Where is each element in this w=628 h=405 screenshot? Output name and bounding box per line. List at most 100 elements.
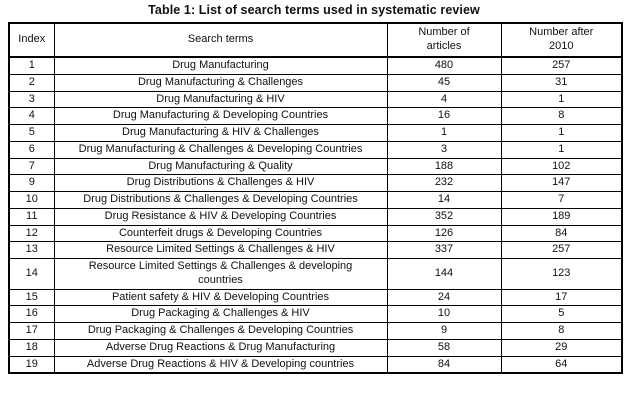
cell-term: Drug Packaging & Challenges & HIV [53,305,388,323]
cell-after-2010: 102 [500,157,623,176]
cell-articles: 3 [386,140,502,159]
cell-term: Drug Distributions & Challenges & Develo… [53,191,388,209]
table-row: 18 Adverse Drug Reactions & Drug Manufac… [8,338,623,357]
cell-index: 9 [8,174,55,192]
cell-after-2010: 147 [500,174,623,192]
cell-term: Drug Manufacturing [53,56,388,75]
table-row: 15 Patient safety & HIV & Developing Cou… [8,288,623,307]
cell-after-2010: 5 [500,305,623,323]
cell-after-2010: 8 [500,322,623,340]
cell-index: 11 [8,207,55,226]
header-search-terms: Search terms [53,22,388,58]
cell-articles: 144 [386,258,502,290]
cell-after-2010: 1 [500,90,623,109]
cell-index: 15 [8,288,55,307]
table-row: 11 Drug Resistance & HIV & Developing Co… [8,207,623,226]
cell-articles: 126 [386,224,502,243]
table-row: 1 Drug Manufacturing 480 257 [8,56,623,75]
table-row: 6 Drug Manufacturing & Challenges & Deve… [8,140,623,159]
cell-articles: 9 [386,322,502,340]
cell-term: Resource Limited Settings & Challenges &… [53,258,388,290]
cell-term: Resource Limited Settings & Challenges &… [53,241,388,259]
cell-index: 17 [8,322,55,340]
cell-articles: 10 [386,305,502,323]
cell-index: 1 [8,56,55,75]
table-row: 12 Counterfeit drugs & Developing Countr… [8,224,623,243]
cell-term: Drug Manufacturing & Developing Countrie… [53,107,388,125]
cell-after-2010: 7 [500,191,623,209]
cell-after-2010: 189 [500,207,623,226]
cell-after-2010: 8 [500,107,623,125]
table-row: 4 Drug Manufacturing & Developing Countr… [8,107,623,125]
table-row: 10 Drug Distributions & Challenges & Dev… [8,191,623,209]
cell-index: 18 [8,338,55,357]
cell-index: 12 [8,224,55,243]
cell-term: Drug Manufacturing & Challenges & Develo… [53,140,388,159]
cell-index: 4 [8,107,55,125]
header-index: Index [8,22,55,58]
table-body: 1 Drug Manufacturing 480 257 2 Drug Manu… [8,56,623,374]
cell-term: Drug Manufacturing & HIV [53,90,388,109]
cell-articles: 352 [386,207,502,226]
cell-after-2010: 1 [500,140,623,159]
cell-articles: 4 [386,90,502,109]
search-terms-table: Index Search terms Number of articles Nu… [8,22,623,375]
cell-articles: 1 [386,124,502,142]
cell-index: 5 [8,124,55,142]
cell-term: Patient safety & HIV & Developing Countr… [53,288,388,307]
table-row: 7 Drug Manufacturing & Quality 188 102 [8,157,623,176]
cell-index: 19 [8,355,55,374]
cell-term: Counterfeit drugs & Developing Countries [53,224,388,243]
cell-after-2010: 17 [500,288,623,307]
cell-term: Drug Distributions & Challenges & HIV [53,174,388,192]
table-row: 3 Drug Manufacturing & HIV 4 1 [8,90,623,109]
table-header: Index Search terms Number of articles Nu… [8,22,623,58]
cell-articles: 232 [386,174,502,192]
cell-after-2010: 1 [500,124,623,142]
cell-articles: 188 [386,157,502,176]
cell-index: 2 [8,73,55,92]
cell-index: 16 [8,305,55,323]
cell-term: Drug Resistance & HIV & Developing Count… [53,207,388,226]
table-row: 19 Adverse Drug Reactions & HIV & Develo… [8,355,623,374]
table-row: 2 Drug Manufacturing & Challenges 45 31 [8,73,623,92]
cell-articles: 58 [386,338,502,357]
cell-term: Drug Manufacturing & HIV & Challenges [53,124,388,142]
cell-after-2010: 257 [500,241,623,259]
cell-term: Drug Manufacturing & Challenges [53,73,388,92]
cell-after-2010: 64 [500,355,623,374]
cell-term: Adverse Drug Reactions & HIV & Developin… [53,355,388,374]
cell-articles: 480 [386,56,502,75]
table-row: 16 Drug Packaging & Challenges & HIV 10 … [8,305,623,323]
table-row: 5 Drug Manufacturing & HIV & Challenges … [8,124,623,142]
cell-index: 14 [8,258,55,290]
cell-articles: 24 [386,288,502,307]
cell-term: Adverse Drug Reactions & Drug Manufactur… [53,338,388,357]
header-num-after-2010: Number after 2010 [500,22,623,58]
cell-index: 3 [8,90,55,109]
table-row: 13 Resource Limited Settings & Challenge… [8,241,623,259]
table-row: 9 Drug Distributions & Challenges & HIV … [8,174,623,192]
cell-after-2010: 257 [500,56,623,75]
cell-index: 7 [8,157,55,176]
cell-articles: 45 [386,73,502,92]
cell-term: Drug Manufacturing & Quality [53,157,388,176]
cell-index: 13 [8,241,55,259]
cell-after-2010: 31 [500,73,623,92]
table-row: 14 Resource Limited Settings & Challenge… [8,258,623,290]
cell-after-2010: 84 [500,224,623,243]
page-title: Table 1: List of search terms used in sy… [148,3,480,17]
cell-after-2010: 123 [500,258,623,290]
cell-articles: 16 [386,107,502,125]
cell-articles: 14 [386,191,502,209]
cell-index: 10 [8,191,55,209]
cell-index: 6 [8,140,55,159]
cell-articles: 84 [386,355,502,374]
header-row: Index Search terms Number of articles Nu… [8,22,623,58]
cell-articles: 337 [386,241,502,259]
table-row: 17 Drug Packaging & Challenges & Develop… [8,322,623,340]
header-num-articles: Number of articles [386,22,502,58]
cell-after-2010: 29 [500,338,623,357]
cell-term: Drug Packaging & Challenges & Developing… [53,322,388,340]
